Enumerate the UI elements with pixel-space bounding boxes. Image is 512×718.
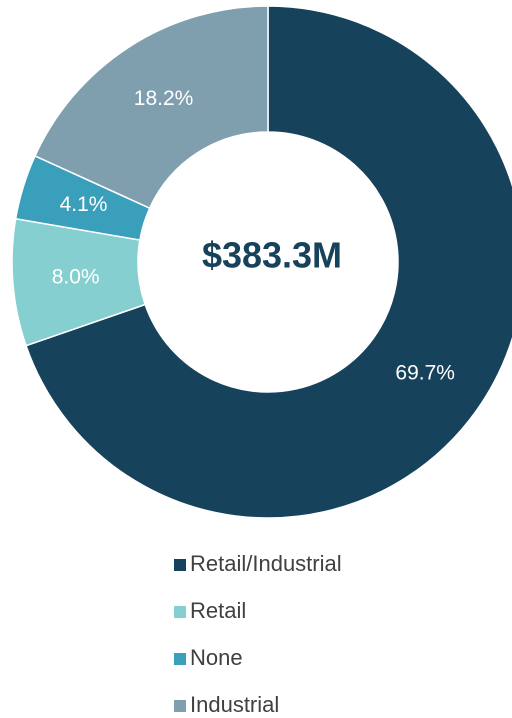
slice-label: 8.0% (52, 265, 100, 288)
slice-label: 4.1% (60, 193, 108, 216)
center-label: $383.3M (202, 235, 342, 276)
donut-slice (34, 5, 269, 210)
donut-slice (25, 5, 512, 519)
legend-swatch (174, 606, 186, 618)
legend-label: None (190, 645, 243, 670)
slice-label: 18.2% (134, 87, 194, 110)
legend-swatch (174, 700, 186, 712)
legend-label: Retail/Industrial (190, 551, 342, 576)
legend-label: Industrial (190, 692, 279, 717)
legend-swatch (174, 653, 186, 665)
slice-label: 69.7% (395, 362, 455, 385)
legend-label: Retail (190, 598, 246, 623)
legend-swatch (174, 559, 186, 571)
